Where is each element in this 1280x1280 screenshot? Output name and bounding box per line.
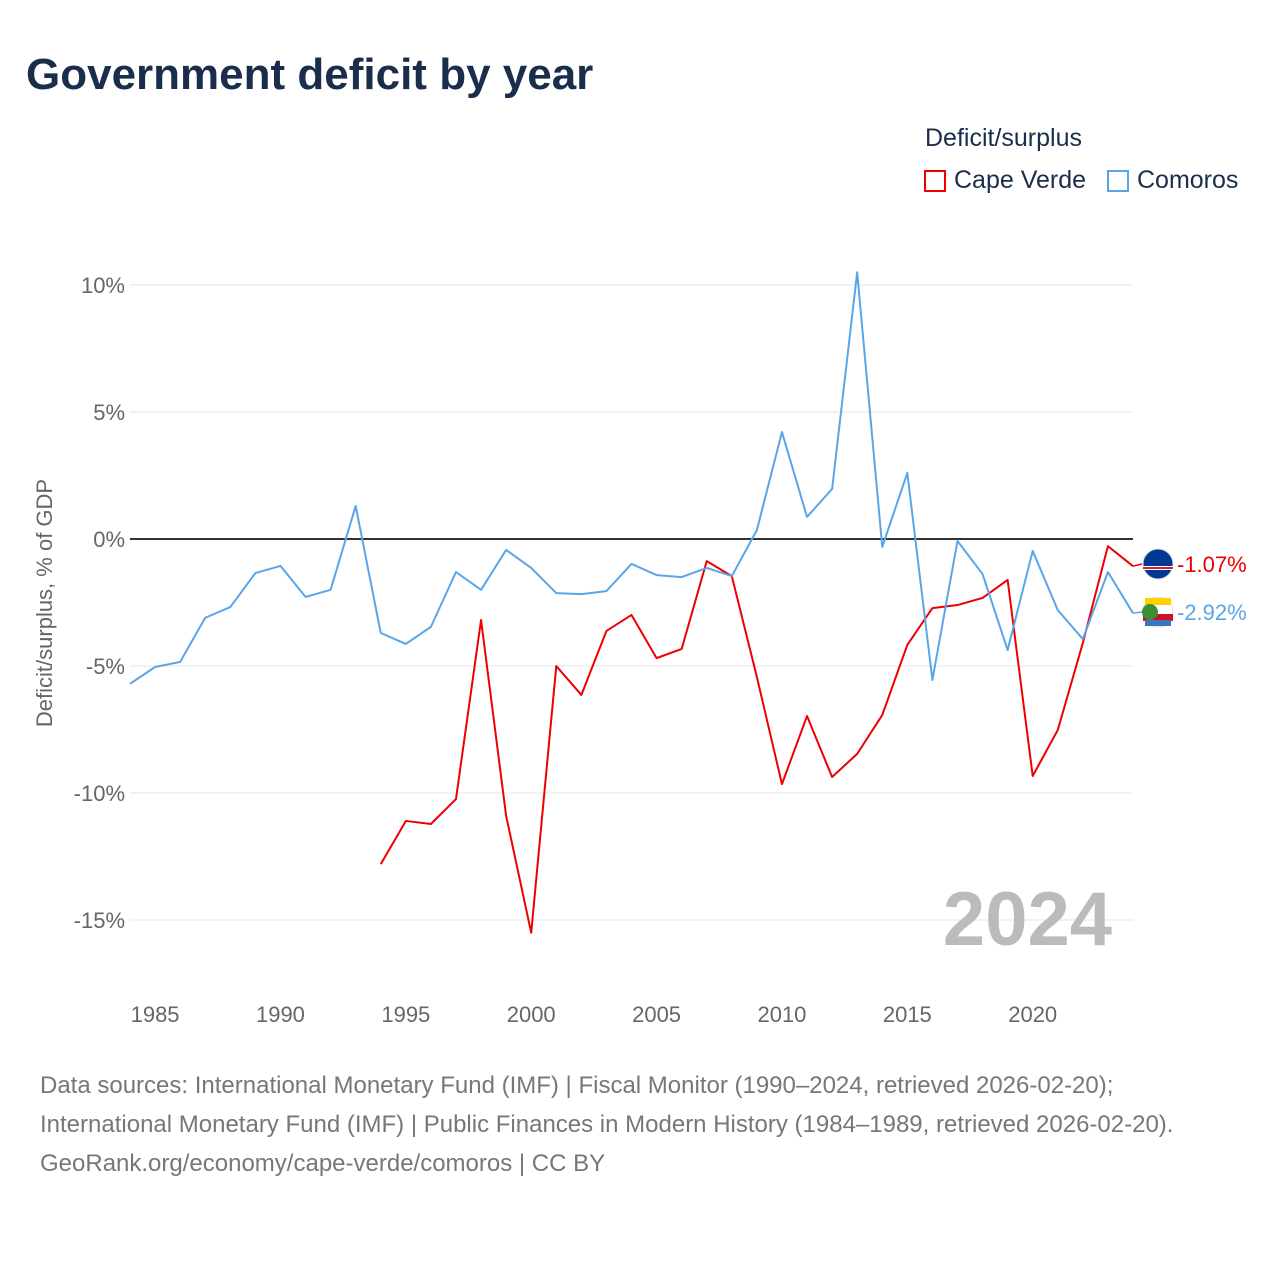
- x-tick-label: 2010: [757, 1002, 806, 1027]
- x-tick-label: 1990: [256, 1002, 305, 1027]
- series-line-comoros: [129, 271, 1134, 685]
- line-chart: 10% 5% 0% -5% -10% -15% 1985 1990 1995 2000 2005 20…: [32, 271, 1247, 1027]
- y-tick-label: -5%: [86, 654, 125, 679]
- legend-title: Deficit/surplus: [925, 124, 1082, 152]
- flag-triangle: [1142, 604, 1158, 620]
- label-connector: [1132, 563, 1143, 567]
- y-axis-label: Deficit/surplus, % of GDP: [32, 479, 57, 727]
- x-tick-label: 2015: [883, 1002, 932, 1027]
- flag-stripe: [1143, 567, 1173, 569]
- legend-item-comoros[interactable]: Comoros: [1107, 166, 1238, 195]
- x-tick-label: 2005: [632, 1002, 681, 1027]
- x-tick-label: 2020: [1008, 1002, 1057, 1027]
- data-sources-text: Data sources: International Monetary Fun…: [40, 1072, 1174, 1138]
- year-watermark: 2024: [943, 877, 1112, 962]
- end-value-label: -2.92%: [1177, 600, 1247, 625]
- y-tick-label: 0%: [93, 527, 125, 552]
- x-tick-label: 2000: [507, 1002, 556, 1027]
- chart-title: Government deficit by year: [26, 50, 594, 99]
- legend-item-cape-verde[interactable]: Cape Verde: [924, 166, 1086, 195]
- flag-stripe: [1145, 620, 1171, 626]
- end-value-label: -1.07%: [1177, 552, 1247, 577]
- y-tick-label: 5%: [93, 400, 125, 425]
- y-tick-label: 10%: [81, 273, 125, 298]
- label-connector: [1132, 611, 1143, 614]
- attribution-link[interactable]: GeoRank.org/economy/cape-verde/comoros |…: [40, 1150, 606, 1177]
- y-tick-label: -10%: [74, 781, 125, 806]
- series-line-cape-verde: [379, 545, 1134, 934]
- flag-stripe: [1145, 598, 1171, 605]
- legend-label: Cape Verde: [954, 166, 1087, 194]
- legend-swatch-cape-verde: [924, 169, 946, 192]
- x-tick-label: 1985: [131, 1002, 180, 1027]
- flag-stripe: [1143, 614, 1173, 621]
- sources: Data sources: International Monetary Fun…: [40, 1066, 1240, 1183]
- y-tick-label: -15%: [74, 908, 125, 933]
- legend-swatch-comoros: [1107, 169, 1129, 192]
- legend-label: Comoros: [1137, 166, 1239, 194]
- cape-verde-flag-icon: [1142, 548, 1174, 580]
- x-tick-label: 1995: [381, 1002, 430, 1027]
